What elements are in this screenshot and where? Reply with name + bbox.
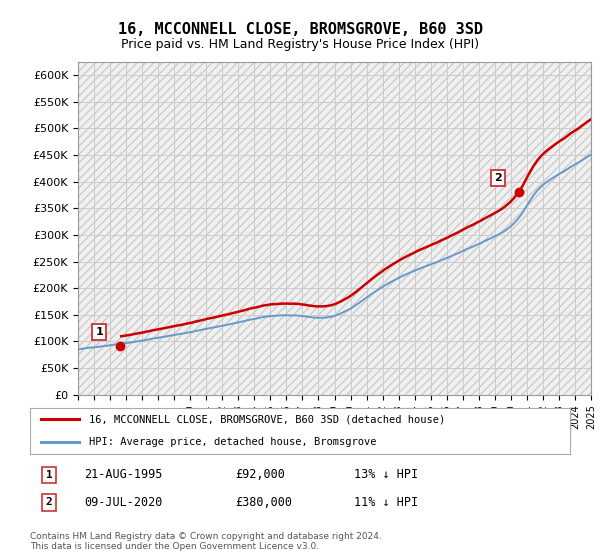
Text: 16, MCCONNELL CLOSE, BROMSGROVE, B60 3SD (detached house): 16, MCCONNELL CLOSE, BROMSGROVE, B60 3SD… [89, 414, 446, 424]
Text: 2: 2 [494, 173, 502, 183]
Text: Contains HM Land Registry data © Crown copyright and database right 2024.
This d: Contains HM Land Registry data © Crown c… [30, 532, 382, 552]
Text: 16, MCCONNELL CLOSE, BROMSGROVE, B60 3SD: 16, MCCONNELL CLOSE, BROMSGROVE, B60 3SD [118, 22, 482, 38]
Text: 09-JUL-2020: 09-JUL-2020 [84, 496, 163, 509]
Text: 13% ↓ HPI: 13% ↓ HPI [354, 468, 418, 482]
Text: 21-AUG-1995: 21-AUG-1995 [84, 468, 163, 482]
Text: 1: 1 [46, 470, 52, 480]
Text: 2: 2 [46, 497, 52, 507]
Text: 11% ↓ HPI: 11% ↓ HPI [354, 496, 418, 509]
Text: Price paid vs. HM Land Registry's House Price Index (HPI): Price paid vs. HM Land Registry's House … [121, 38, 479, 50]
Text: £380,000: £380,000 [235, 496, 292, 509]
Text: HPI: Average price, detached house, Bromsgrove: HPI: Average price, detached house, Brom… [89, 437, 377, 447]
Text: 1: 1 [95, 326, 103, 337]
Text: £92,000: £92,000 [235, 468, 285, 482]
